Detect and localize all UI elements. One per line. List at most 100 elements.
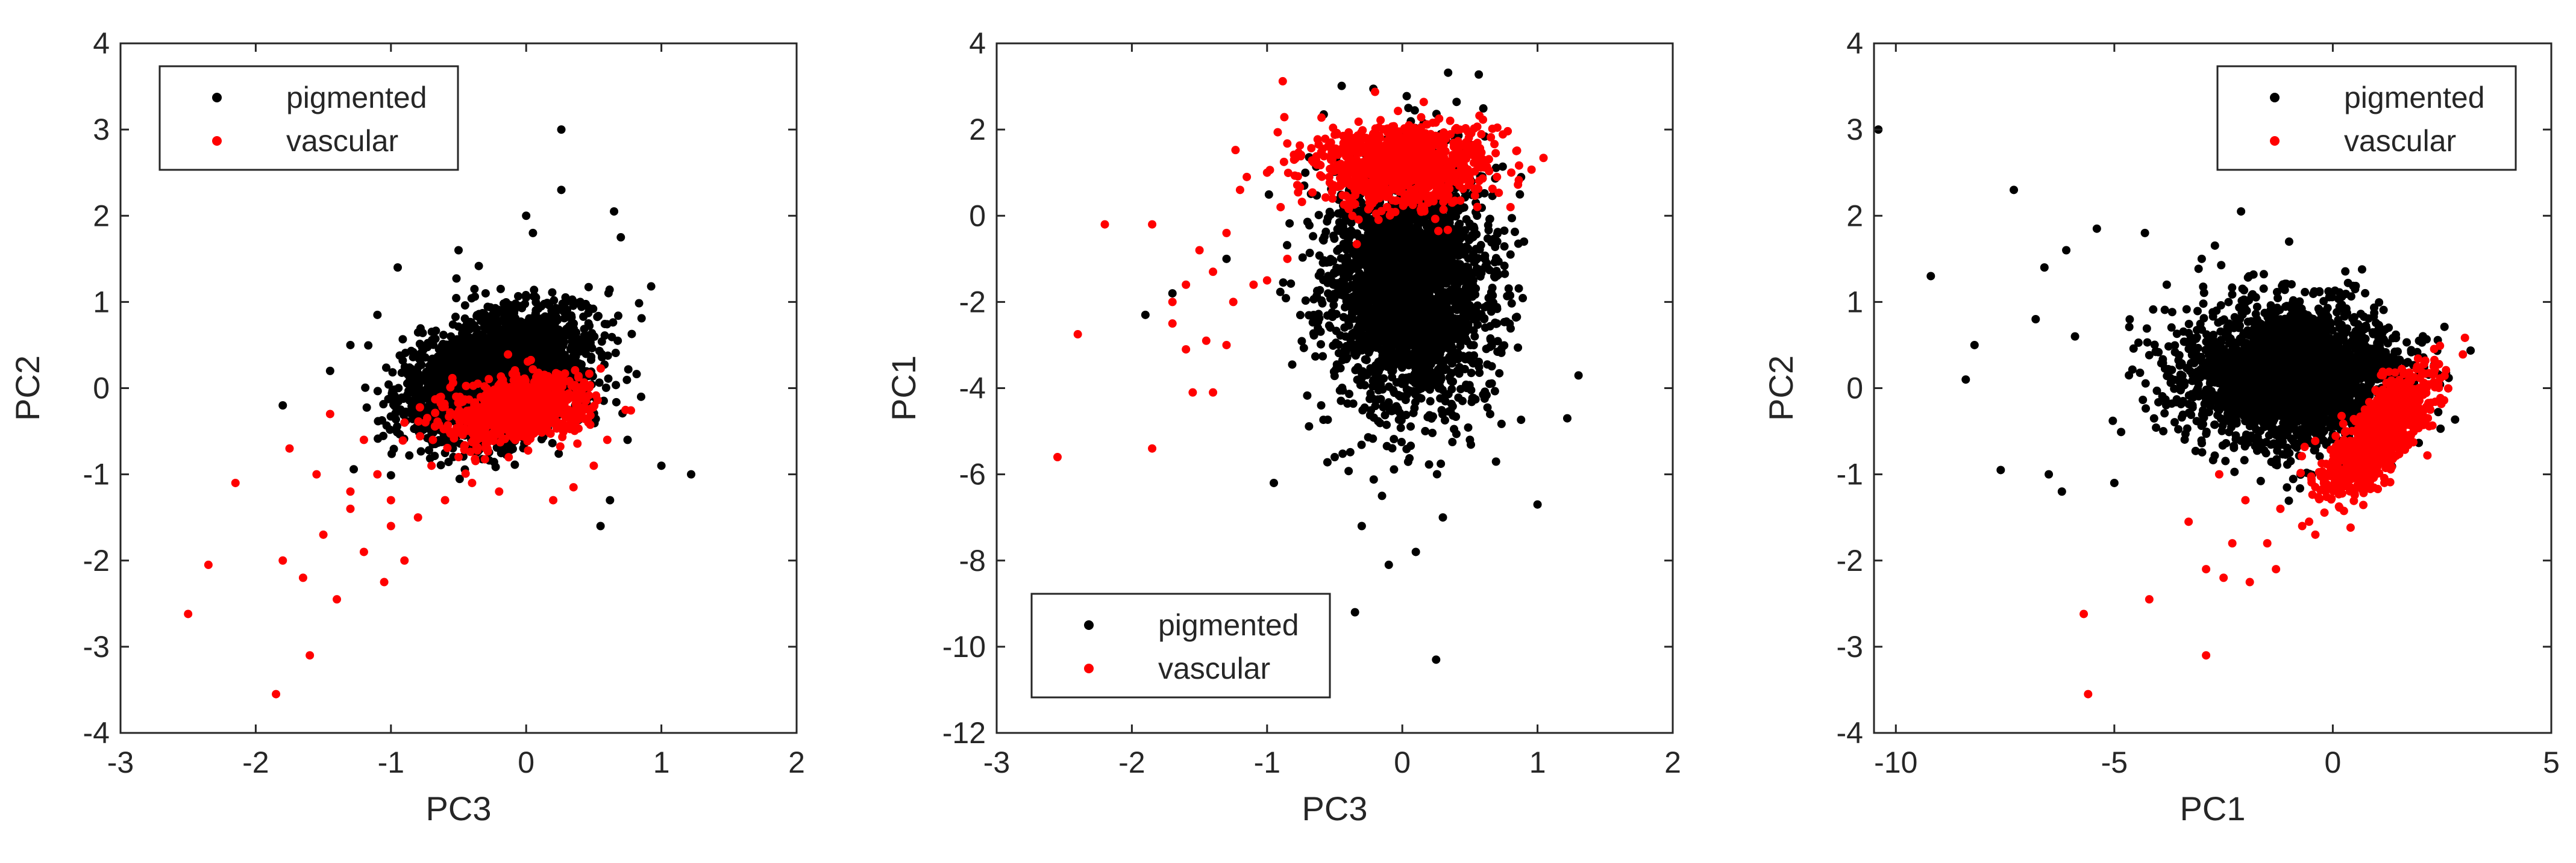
x-tick-label: -2 (242, 746, 269, 779)
data-point (412, 352, 421, 361)
data-point (425, 361, 434, 370)
data-point (554, 449, 563, 458)
data-point (1357, 440, 1366, 449)
data-point (446, 383, 455, 392)
data-point (566, 413, 575, 422)
data-point (427, 461, 436, 470)
data-point (398, 436, 407, 445)
data-point (1514, 343, 1523, 352)
data-points (184, 125, 695, 699)
data-point (364, 341, 373, 350)
data-point (349, 465, 359, 474)
data-point (579, 312, 588, 321)
data-point (1452, 98, 1461, 107)
data-point (447, 332, 456, 341)
y-tick-label: 2 (93, 199, 110, 232)
data-point (552, 313, 561, 322)
data-point (563, 305, 572, 314)
y-tick-label: -2 (83, 544, 110, 578)
data-point (1318, 299, 1327, 308)
data-point (393, 263, 403, 272)
data-point (564, 405, 573, 414)
data-point (534, 390, 544, 399)
data-point (374, 417, 383, 426)
data-point (497, 390, 506, 399)
data-point (596, 364, 605, 373)
data-point (416, 324, 425, 333)
data-point (495, 332, 504, 341)
data-point (460, 301, 469, 310)
data-point (1487, 379, 1496, 388)
data-point (554, 396, 563, 405)
data-point (1396, 423, 1405, 432)
data-point (454, 246, 463, 255)
data-point (1402, 92, 1411, 101)
data-point (527, 328, 536, 337)
data-point (1344, 467, 1353, 476)
data-point (584, 282, 593, 291)
data-point (407, 364, 416, 373)
data-point (600, 331, 609, 340)
data-point (1305, 422, 1314, 431)
data-point (1346, 447, 1355, 456)
data-point (501, 307, 510, 316)
data-point (455, 406, 464, 415)
data-point (1318, 352, 1327, 361)
data-point (545, 391, 554, 400)
data-point (570, 390, 579, 399)
data-point (1490, 387, 1499, 396)
data-point (573, 439, 582, 448)
data-point (325, 366, 334, 375)
data-point (562, 298, 571, 307)
data-point (379, 400, 388, 409)
data-point (398, 356, 407, 365)
data-point (522, 211, 531, 220)
data-point (1347, 281, 1356, 290)
data-point (557, 185, 566, 195)
data-point (400, 556, 409, 565)
data-point (415, 403, 424, 412)
data-point (482, 419, 491, 428)
data-point (571, 352, 580, 361)
data-point (471, 398, 480, 407)
data-point (627, 329, 636, 338)
data-point (440, 496, 450, 505)
data-point (430, 452, 439, 461)
data-point (1279, 278, 1288, 287)
data-point (613, 311, 622, 320)
x-tick-label: -1 (378, 746, 404, 779)
data-point (474, 261, 483, 270)
data-point (477, 316, 486, 325)
y-axis-label: PC2 (8, 355, 46, 421)
data-point (475, 310, 484, 319)
data-point (393, 422, 402, 431)
data-point (441, 348, 450, 357)
data-point (484, 387, 493, 396)
data-point (465, 417, 474, 426)
data-point (421, 418, 430, 427)
data-point (580, 331, 589, 340)
data-point (435, 393, 444, 402)
data-point (481, 289, 490, 298)
data-point (559, 419, 568, 428)
y-tick-label: -4 (83, 716, 110, 750)
data-point (514, 291, 523, 301)
data-point (455, 475, 464, 484)
data-point (428, 354, 437, 363)
data-point (569, 483, 578, 492)
data-point (462, 381, 471, 390)
data-point (380, 578, 389, 587)
data-point (537, 302, 546, 311)
data-point (1467, 369, 1476, 378)
data-point (1500, 269, 1509, 278)
data-point (553, 332, 562, 341)
plot-pc2-vs-pc3: -3 -2 -1 0 1 2-4-3-2-101234PC3PC2pigmentedvas… (8, 26, 805, 827)
data-point (333, 595, 342, 604)
data-point (452, 339, 461, 348)
data-point (346, 504, 355, 513)
data-point (1474, 70, 1484, 79)
data-point (400, 418, 409, 427)
data-point (444, 458, 453, 467)
data-point (510, 348, 519, 357)
data-point (1337, 81, 1346, 90)
